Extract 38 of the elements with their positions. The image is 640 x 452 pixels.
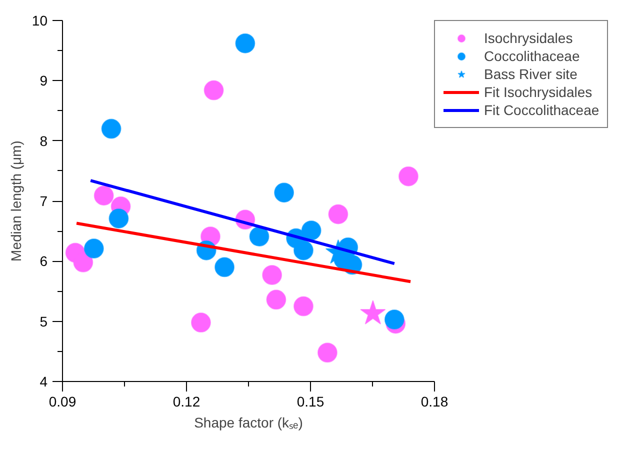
legend-label: Coccolithaceae bbox=[484, 47, 580, 65]
y-tick-label: 10 bbox=[32, 12, 48, 28]
legend-label: Fit Coccolithaceae bbox=[484, 101, 600, 119]
point bbox=[384, 310, 404, 330]
point bbox=[108, 208, 129, 228]
point bbox=[262, 265, 282, 285]
legend-label: Isochrysidales bbox=[484, 29, 573, 47]
x-tick-label: 0.09 bbox=[48, 394, 76, 410]
x-tick-label: 0.15 bbox=[296, 394, 324, 410]
x-axis-title: Shape factor (kₛₑ) bbox=[194, 414, 303, 430]
point bbox=[398, 166, 418, 186]
x-tick-label: 0.18 bbox=[420, 394, 448, 410]
x-tick-label: 0.12 bbox=[172, 394, 200, 410]
y-tick-label: 4 bbox=[40, 374, 48, 390]
point bbox=[204, 80, 224, 100]
legend-label: Fit Isochrysidales bbox=[484, 83, 592, 101]
legend-label: Bass River site bbox=[484, 65, 578, 83]
point bbox=[94, 186, 114, 206]
point bbox=[214, 257, 235, 278]
y-tick-label: 8 bbox=[40, 132, 48, 149]
point bbox=[293, 296, 314, 316]
point bbox=[317, 342, 338, 363]
point bbox=[190, 312, 211, 333]
point bbox=[84, 238, 104, 259]
point bbox=[274, 182, 294, 203]
y-tick-label: 9 bbox=[40, 72, 48, 89]
y-tick-label: 7 bbox=[40, 193, 48, 209]
point bbox=[101, 118, 122, 139]
y-tick-label: 5 bbox=[40, 313, 48, 330]
y-tick-label: 6 bbox=[40, 253, 48, 270]
y-axis-title: Median length (μm) bbox=[8, 140, 24, 262]
point bbox=[328, 204, 348, 224]
point bbox=[249, 226, 270, 246]
point bbox=[266, 290, 286, 310]
point bbox=[235, 33, 256, 54]
point bbox=[73, 252, 94, 272]
point bbox=[301, 220, 322, 240]
point bbox=[293, 240, 314, 260]
